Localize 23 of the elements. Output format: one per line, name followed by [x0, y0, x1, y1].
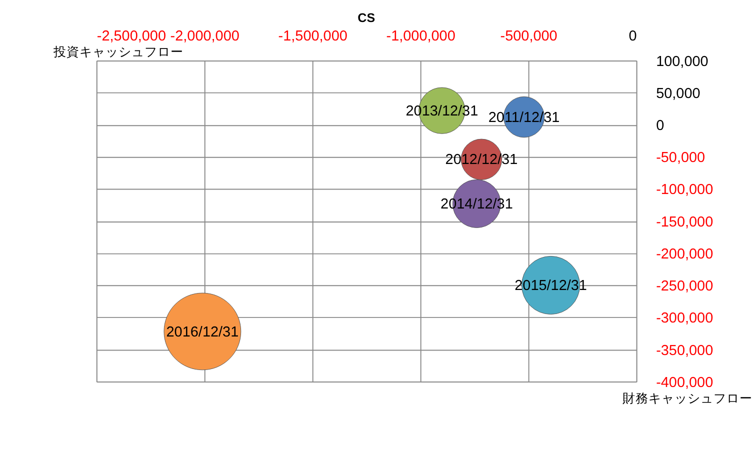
- y-tick-label: -300,000: [656, 310, 714, 327]
- series-label: 2015/12/31: [514, 278, 587, 294]
- x-tick-label: -1,000,000: [386, 28, 456, 45]
- x-tick-label: -2,500,000: [96, 28, 166, 45]
- series-label: 2012/12/31: [445, 152, 518, 168]
- y-tick-label: -150,000: [656, 214, 714, 230]
- y-tick-label: -200,000: [656, 246, 714, 262]
- y-tick-label: 0: [656, 118, 664, 134]
- x-tick-label: -500,000: [500, 28, 558, 45]
- x-tick-label: -1,500,000: [278, 28, 348, 45]
- x-tick-label: 0: [628, 28, 637, 45]
- x-tick-label: -2,000,000: [170, 28, 240, 45]
- y-tick-label: 100,000: [656, 54, 708, 70]
- y-tick-label: -350,000: [656, 342, 714, 359]
- series-label: 2016/12/31: [166, 324, 239, 340]
- y-axis-title: 財務キャッシュフロー: [622, 391, 752, 406]
- x-axis-title: 投資キャッシュフロー: [52, 45, 184, 60]
- y-tick-label: -100,000: [656, 182, 714, 198]
- y-tick-label: -400,000: [656, 374, 714, 391]
- y-tick-label: -50,000: [656, 150, 706, 166]
- chart-title: CS: [358, 10, 376, 25]
- y-tick-label: -250,000: [656, 278, 714, 295]
- y-tick-label: 50,000: [656, 86, 700, 102]
